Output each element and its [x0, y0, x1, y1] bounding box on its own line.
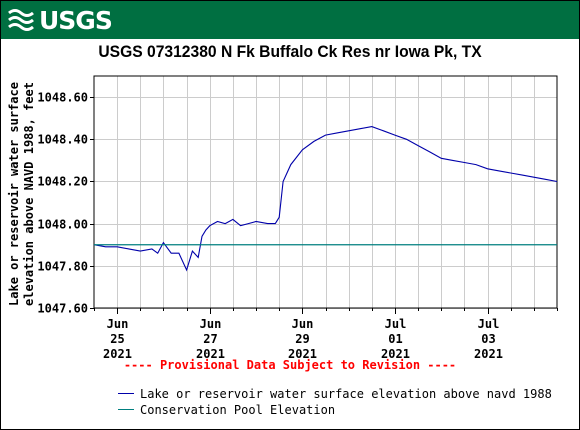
usgs-banner: USGS — [1, 1, 579, 39]
x-tick-label: 01 — [388, 332, 402, 346]
legend-swatch-elevation — [118, 393, 134, 394]
provisional-data-note: ---- Provisional Data Subject to Revisio… — [123, 358, 457, 372]
x-tick-label: 2021 — [381, 347, 410, 361]
y-tick-label: 1048.00 — [37, 218, 88, 232]
y-tick-label: 1047.80 — [37, 260, 88, 274]
legend-swatch-conservation-pool — [118, 409, 134, 410]
x-tick-label: 29 — [295, 332, 309, 346]
x-tick-label: 2021 — [196, 347, 225, 361]
x-tick-label: 2021 — [288, 347, 317, 361]
y-axis-label-line-1: Lake or reservoir water surface — [7, 82, 21, 306]
x-tick-label: 2021 — [103, 347, 132, 361]
x-tick-label: Jun — [292, 317, 314, 331]
y-axis-label-line-2: elevation above NAVD 1988, feet — [22, 82, 36, 306]
chart-title: USGS 07312380 N Fk Buffalo Ck Res nr Iow… — [98, 42, 482, 61]
x-tick-label: 25 — [110, 332, 124, 346]
x-tick-label: 2021 — [474, 347, 503, 361]
usgs-logo-text: USGS — [39, 6, 113, 35]
series-line-elevation — [93, 126, 558, 272]
legend-label-conservation-pool: Conservation Pool Elevation — [140, 403, 336, 417]
y-tick-label: 1048.40 — [37, 133, 88, 147]
x-tick-label: Jun — [200, 317, 222, 331]
x-tick-label: Jun — [107, 317, 129, 331]
x-tick-label: Jul — [478, 317, 500, 331]
y-tick-label: 1048.60 — [37, 91, 88, 105]
x-tick-label: 03 — [481, 332, 495, 346]
y-tick-label: 1048.20 — [37, 175, 88, 189]
plot-area — [93, 75, 558, 309]
legend-label-elevation: Lake or reservoir water surface elevatio… — [140, 387, 552, 401]
usgs-wave-icon — [8, 9, 34, 31]
x-tick-label: Jul — [385, 317, 407, 331]
y-tick-label: 1047.60 — [37, 302, 88, 316]
x-tick-label: 27 — [203, 332, 217, 346]
